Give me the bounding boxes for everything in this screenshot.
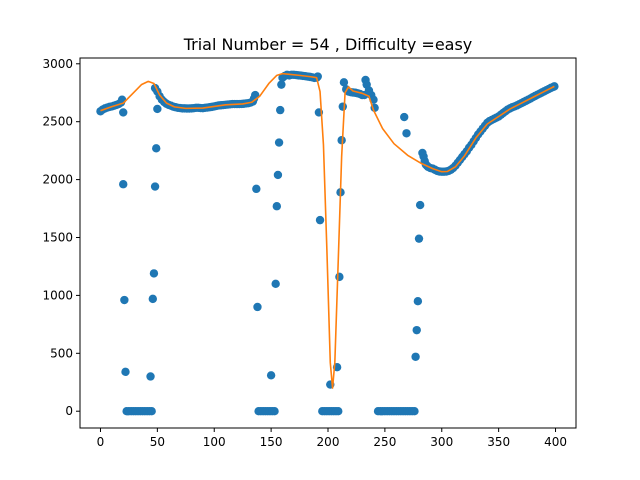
y-tick-label: 2500 xyxy=(42,115,73,129)
scatter-point xyxy=(335,272,344,282)
scatter-point xyxy=(274,138,284,147)
y-tick-label: 500 xyxy=(50,346,73,360)
y-tick-label: 3000 xyxy=(42,57,73,71)
y-tick-label: 2000 xyxy=(42,173,73,187)
scatter-point xyxy=(148,294,158,304)
scatter-point xyxy=(152,144,161,153)
scatter-point xyxy=(412,325,421,335)
x-tick-label: 250 xyxy=(373,435,396,449)
scatter-point xyxy=(273,170,283,180)
scatter-point xyxy=(276,105,285,115)
x-tick-label: 350 xyxy=(487,435,510,449)
scatter-point xyxy=(270,407,279,416)
scatter-point xyxy=(120,295,129,305)
x-tick-label: 150 xyxy=(260,435,283,449)
scatter-point xyxy=(415,200,425,210)
x-axis: 0 50 100 150 200 250 300 350 400 xyxy=(97,428,567,449)
scatter-point xyxy=(146,372,155,381)
x-tick-label: 50 xyxy=(150,435,165,449)
scatter-point xyxy=(313,72,322,81)
fit-line xyxy=(100,72,555,389)
scatter-point xyxy=(119,180,128,189)
scatter-point xyxy=(277,80,286,89)
scatter-point xyxy=(400,112,409,122)
scatter-point xyxy=(411,352,420,361)
y-axis: 0 500 1000 1500 2000 2500 3000 xyxy=(42,57,80,418)
plot-area xyxy=(96,70,559,416)
scatter-point xyxy=(147,407,156,416)
scatter-point xyxy=(153,104,162,114)
scatter-point xyxy=(338,102,347,111)
x-tick-label: 400 xyxy=(544,435,567,449)
scatter-point xyxy=(271,279,280,289)
x-tick-label: 100 xyxy=(203,435,226,449)
scatter-point xyxy=(266,371,276,380)
scatter-point xyxy=(272,202,282,211)
scatter-point xyxy=(315,215,325,225)
scatter-point xyxy=(402,129,411,138)
scatter-point xyxy=(337,136,346,145)
scatter-point xyxy=(150,182,160,191)
scatter-point xyxy=(414,234,424,243)
scatter-point xyxy=(117,95,127,104)
x-tick-label: 200 xyxy=(317,435,340,449)
scatter-point xyxy=(253,302,262,312)
plot-marks xyxy=(96,70,559,416)
y-tick-label: 1000 xyxy=(42,288,73,302)
y-tick-label: 0 xyxy=(65,404,73,418)
scatter-point xyxy=(149,269,159,278)
scatter-point xyxy=(119,108,128,117)
chart-title: Trial Number = 54 , Difficulty =easy xyxy=(183,35,473,54)
x-tick-label: 0 xyxy=(97,435,105,449)
x-tick-label: 300 xyxy=(430,435,453,449)
scatter-point xyxy=(339,78,349,87)
scatter-point xyxy=(121,367,130,377)
y-tick-label: 1500 xyxy=(42,230,73,244)
scatter-point xyxy=(252,184,261,194)
scatter-point xyxy=(410,407,419,416)
axes-frame xyxy=(79,57,577,429)
scatter-point xyxy=(334,407,343,416)
scatter-point xyxy=(413,296,423,306)
